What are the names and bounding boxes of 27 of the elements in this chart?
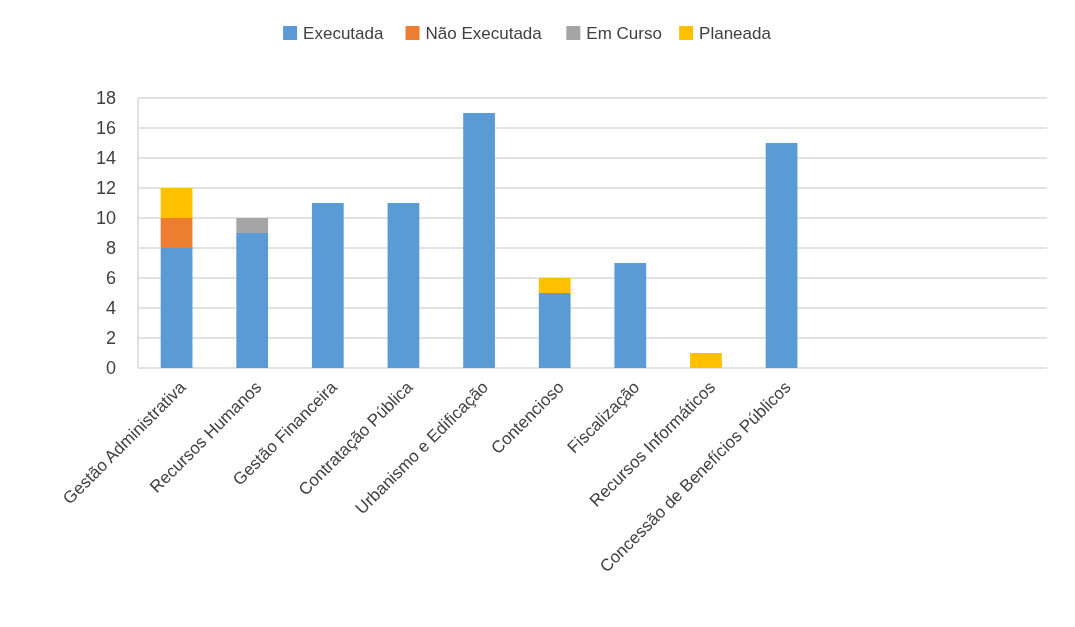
y-tick-label: 8 xyxy=(105,238,116,259)
bar xyxy=(160,188,193,218)
legend-label: Não Executada xyxy=(425,23,543,43)
y-tick-label: 0 xyxy=(105,358,116,379)
legend-label: Executada xyxy=(303,23,384,43)
y-tick-label: 4 xyxy=(105,298,116,319)
y-tick-label: 10 xyxy=(95,208,116,229)
bar xyxy=(160,218,193,248)
bar xyxy=(387,203,420,368)
y-tick-label: 18 xyxy=(95,88,116,109)
bar xyxy=(614,263,647,368)
bar xyxy=(236,218,269,233)
bar xyxy=(765,143,798,368)
legend-label: Planeada xyxy=(699,23,772,43)
y-tick-label: 16 xyxy=(95,118,116,139)
bar xyxy=(311,203,344,368)
y-tick-label: 2 xyxy=(105,328,116,349)
y-tick-label: 6 xyxy=(105,268,116,289)
bar xyxy=(160,248,193,368)
bar xyxy=(236,233,269,368)
bar xyxy=(538,278,571,293)
legend-label: Em Curso xyxy=(586,23,662,43)
bar xyxy=(690,353,722,368)
bar xyxy=(463,113,495,368)
y-tick-label: 14 xyxy=(95,148,116,169)
bar xyxy=(538,293,571,368)
y-tick-label: 12 xyxy=(95,178,116,199)
